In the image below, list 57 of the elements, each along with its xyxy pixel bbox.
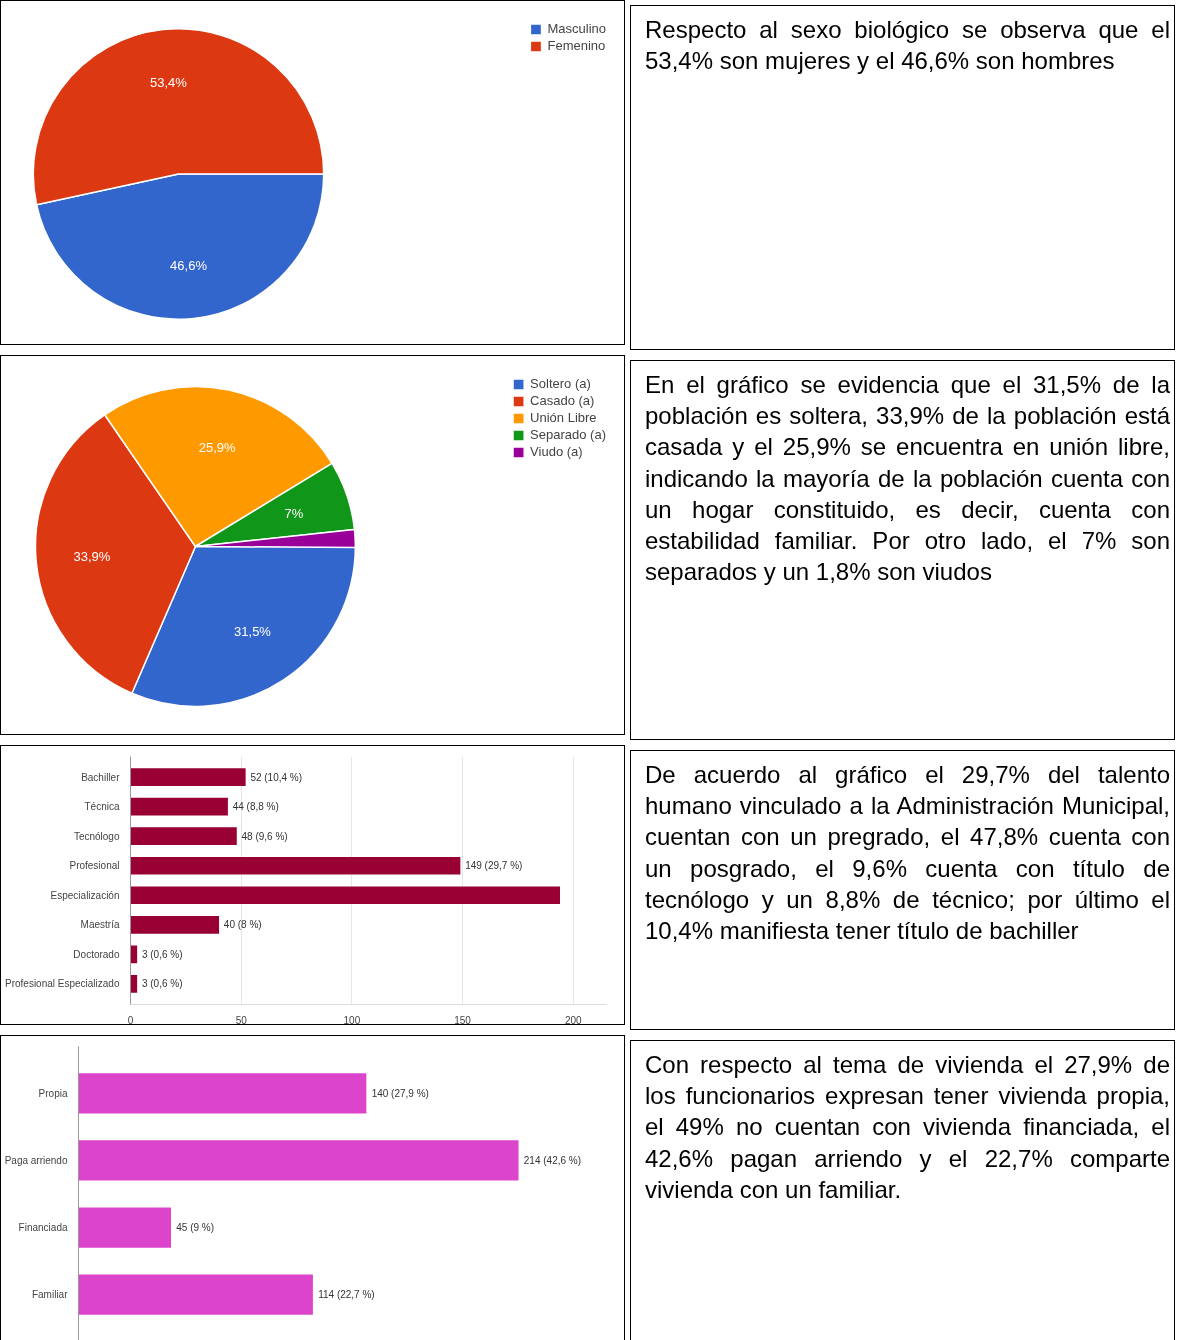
data-label: 3 (0,6 %) bbox=[141, 978, 183, 990]
bar bbox=[130, 797, 228, 816]
bar bbox=[130, 915, 220, 934]
bar bbox=[130, 856, 461, 875]
data-label: 31,5% bbox=[234, 624, 272, 640]
data-label: 53,4% bbox=[149, 75, 188, 91]
y-tick-label: Profesional bbox=[69, 860, 120, 872]
data-label: 140 (27,9 %) bbox=[371, 1087, 429, 1099]
bar bbox=[78, 1073, 367, 1114]
data-label: 3 (0,6 %) bbox=[141, 948, 183, 960]
legend-label: Casado (a) bbox=[530, 393, 595, 408]
y-tick-label: Profesional Especializado bbox=[4, 978, 120, 990]
y-tick-label: Financiada bbox=[18, 1222, 68, 1234]
bar bbox=[78, 1140, 519, 1181]
data-label: 45 (9 %) bbox=[176, 1222, 215, 1234]
data-label: 114 (22,7 %) bbox=[318, 1289, 375, 1301]
bar bbox=[130, 886, 561, 905]
data-label: 214 (42,6 %) bbox=[523, 1154, 582, 1166]
data-label: 33,9% bbox=[73, 548, 111, 564]
bar bbox=[130, 827, 237, 846]
data-label: 52 (10,4 %) bbox=[250, 771, 303, 783]
data-label: 40 (8 %) bbox=[223, 919, 262, 931]
y-tick-label: Propia bbox=[38, 1087, 68, 1099]
y-tick-label: Tecnólogo bbox=[73, 830, 120, 842]
data-label: 7% bbox=[284, 506, 304, 522]
data-label: 46,6% bbox=[170, 257, 208, 273]
text: De acuerdo al gráfico el 29,7% del talento humano vinculado a la Administración Municipal, cuentan con un pregrado, el 47,8% cuenta con un posgrado, el 9,6% cuenta con título de tecnólogo y un 8,8% de técnico; por último el 10,4% manifiesta tener título de bachiller bbox=[645, 760, 1170, 946]
x-tick-label: 150 bbox=[454, 1014, 472, 1026]
x-tick-label: 0 bbox=[127, 1014, 134, 1026]
legend-label: Viudo (a) bbox=[530, 444, 583, 459]
legend-label: Soltero (a) bbox=[530, 376, 591, 391]
y-tick-label: Familiar bbox=[31, 1289, 69, 1301]
bar bbox=[130, 945, 138, 964]
y-tick-label: Doctorado bbox=[73, 948, 120, 960]
y-tick-label: Bachiller bbox=[81, 771, 121, 783]
legend-label: Femenino bbox=[547, 38, 606, 53]
bar bbox=[130, 768, 246, 787]
text: En el gráfico se evidencia que el 31,5% de la población es soltera, 33,9% de la población está casada y el 25,9% se encuentra en unión libre, indicando la mayoría de la población cuenta con un hogar constituido, es decir, cuenta con estabilidad familiar. Por otro lado, el 7% son separados y un 1,8% son viudos bbox=[645, 370, 1170, 588]
x-tick-label: 50 bbox=[235, 1014, 248, 1026]
y-tick-label: Paga arriendo bbox=[4, 1154, 68, 1166]
bar bbox=[78, 1274, 313, 1315]
y-tick-label: Maestría bbox=[80, 919, 120, 931]
bar bbox=[78, 1207, 172, 1248]
legend-label: Masculino bbox=[547, 21, 606, 36]
data-label: 25,9% bbox=[198, 439, 237, 455]
x-tick-label: 100 bbox=[343, 1014, 361, 1026]
y-tick-label: Técnica bbox=[84, 801, 120, 813]
data-label: 44 (8,8 %) bbox=[232, 801, 279, 813]
bar bbox=[130, 974, 138, 993]
data-label: 149 (29,7 %) bbox=[465, 860, 523, 872]
legend-label: Separado (a) bbox=[530, 427, 606, 442]
text: Con respecto al tema de vivienda el 27,9% de los funcionarios expresan tener vivienda propia, el 49% no cuentan con vivienda financiada, el 42,6% pagan arriendo y el 22,7% comparte vivienda con un familiar. bbox=[645, 1050, 1170, 1205]
x-tick-label: 200 bbox=[564, 1014, 583, 1026]
data-label: 48 (9,6 %) bbox=[241, 830, 288, 842]
legend-label: Unión Libre bbox=[530, 410, 597, 425]
y-tick-label: Especialización bbox=[50, 889, 120, 901]
text: Respecto al sexo biológico se observa que el 53,4% son mujeres y el 46,6% son hombres bbox=[645, 15, 1170, 77]
